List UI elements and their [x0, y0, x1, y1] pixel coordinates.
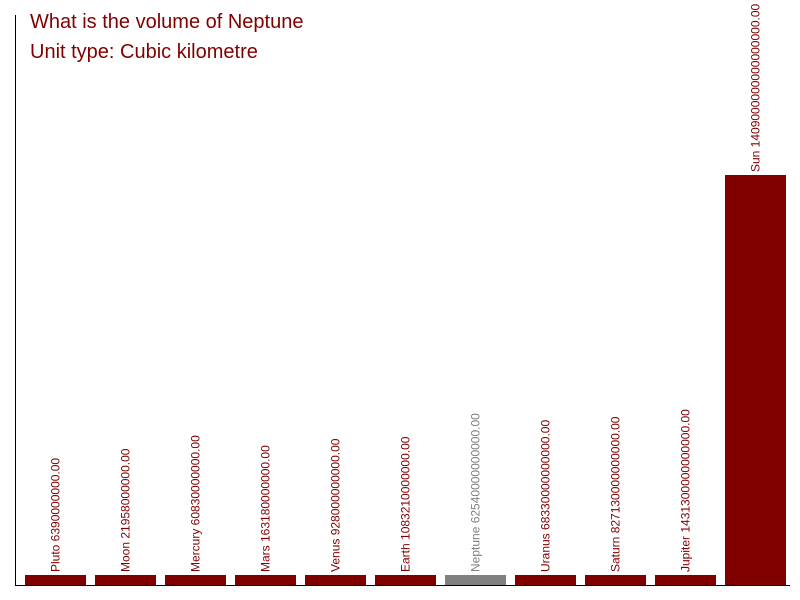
bar-label-pluto: Pluto 6390000000.00	[49, 458, 63, 572]
bar-mercury	[165, 575, 226, 585]
chart-title: What is the volume of Neptune	[30, 11, 304, 33]
bar-uranus	[515, 575, 576, 585]
bar-label-neptune: Neptune 62540000000000.00	[469, 413, 483, 572]
bar-sun	[725, 175, 786, 585]
bar-label-earth: Earth 1083210000000.00	[399, 436, 413, 572]
bar-label-jupiter: Jupiter 1431300000000000.00	[679, 409, 693, 572]
chart-subtitle: Unit type: Cubic kilometre	[30, 41, 258, 63]
bar-pluto	[25, 575, 86, 585]
bar-earth	[375, 575, 436, 585]
bar-moon	[95, 575, 156, 585]
bar-jupiter	[655, 575, 716, 585]
bar-saturn	[585, 575, 646, 585]
bar-label-moon: Moon 21958000000.00	[119, 448, 133, 572]
bar-venus	[305, 575, 366, 585]
bar-label-mercury: Mercury 60830000000.00	[189, 435, 203, 572]
bar-label-mars: Mars 163180000000.00	[259, 445, 273, 572]
bar-mars	[235, 575, 296, 585]
bar-label-sun: Sun 1409000000000000000.00	[749, 4, 763, 172]
bar-label-venus: Venus 928000000000.00	[329, 438, 343, 572]
bar-label-uranus: Uranus 68330000000000.00	[539, 420, 553, 572]
bar-label-saturn: Saturn 827130000000000.00	[609, 416, 623, 572]
bar-neptune	[445, 575, 506, 585]
